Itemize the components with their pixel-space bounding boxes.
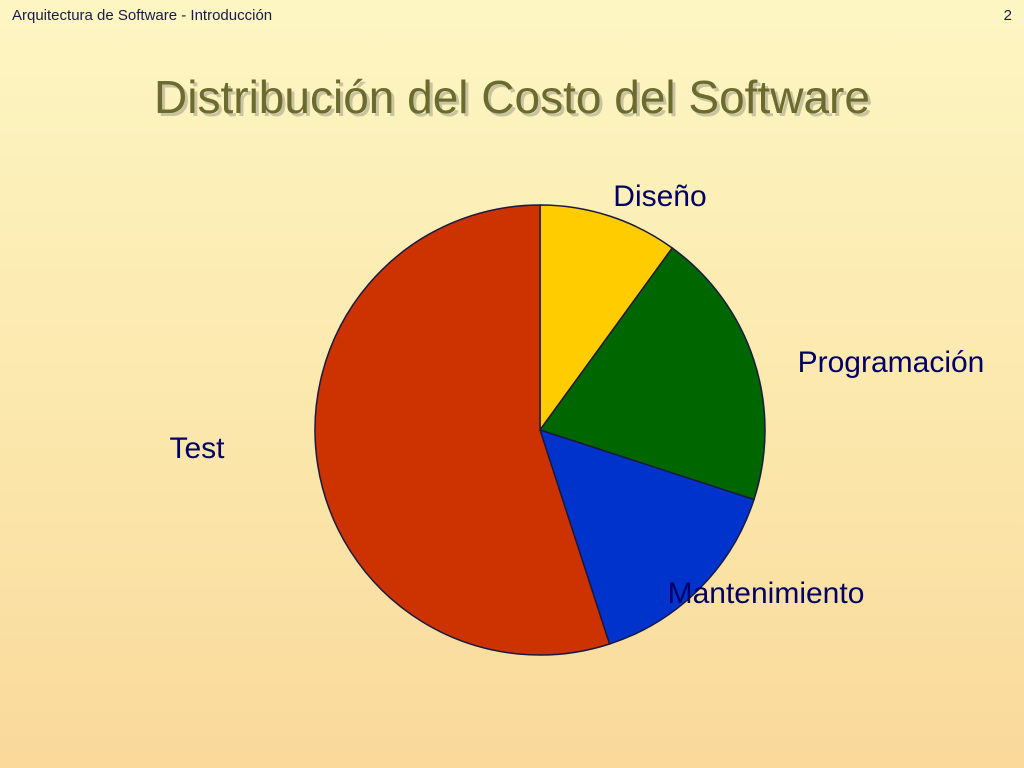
pie-slice — [314, 204, 611, 656]
page-number: 2 — [1004, 7, 1012, 24]
title-shadow: Distribución del Costo del Software — [157, 74, 873, 126]
pie-slice — [538, 428, 755, 645]
pie-slice — [539, 204, 674, 433]
slice-label: Test — [169, 432, 225, 465]
header-text: Arquitectura de Software - Introducción — [12, 7, 272, 24]
slice-label: Diseño — [613, 180, 706, 213]
slice-label: Mantenimiento — [668, 577, 865, 610]
pie-slice — [538, 246, 766, 501]
chart-title: Distribución del Costo del Software — [154, 71, 870, 123]
slice-label: Programación — [798, 346, 985, 379]
